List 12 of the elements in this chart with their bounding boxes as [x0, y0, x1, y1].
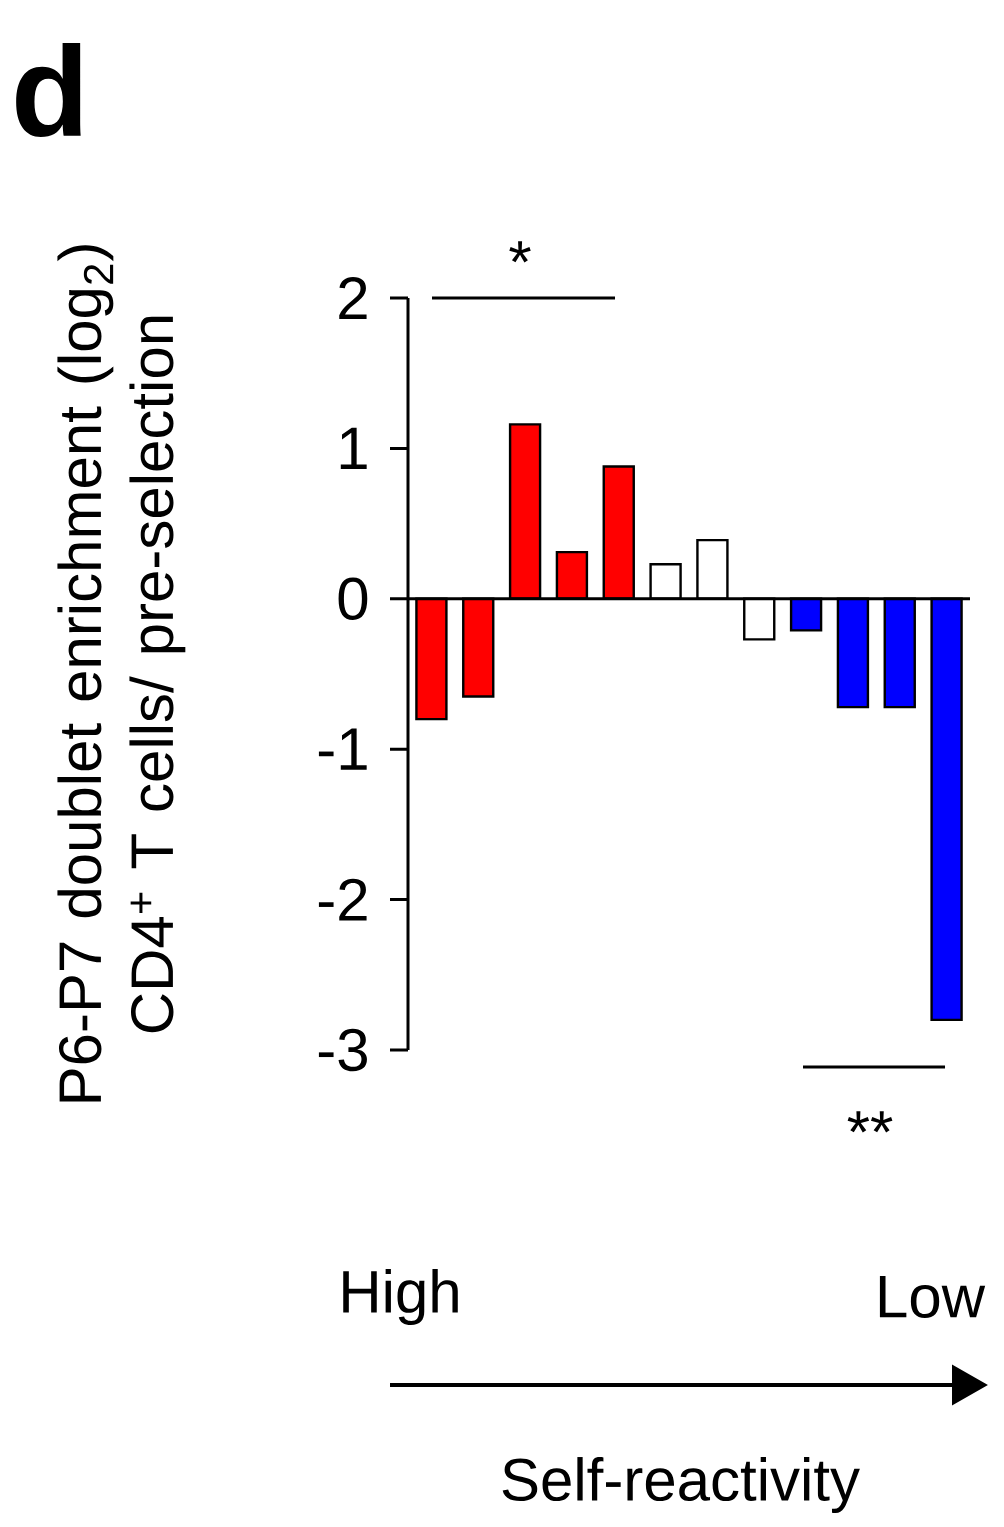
- y-tick-label: -2: [318, 878, 367, 921]
- y-tick-label: -3: [318, 1028, 367, 1072]
- text: *: [509, 241, 531, 263]
- text: **: [847, 1111, 893, 1133]
- text: High: [343, 1269, 458, 1325]
- y-tick-label: 2: [339, 277, 367, 319]
- y-tick-label: 0: [338, 577, 368, 621]
- y-tick-label: -1: [318, 728, 367, 770]
- text: Low: [879, 1276, 986, 1318]
- text: Self-reactivity: [502, 1457, 860, 1513]
- y-tick-label: 1: [340, 427, 367, 470]
- text: d: [16, 42, 81, 137]
